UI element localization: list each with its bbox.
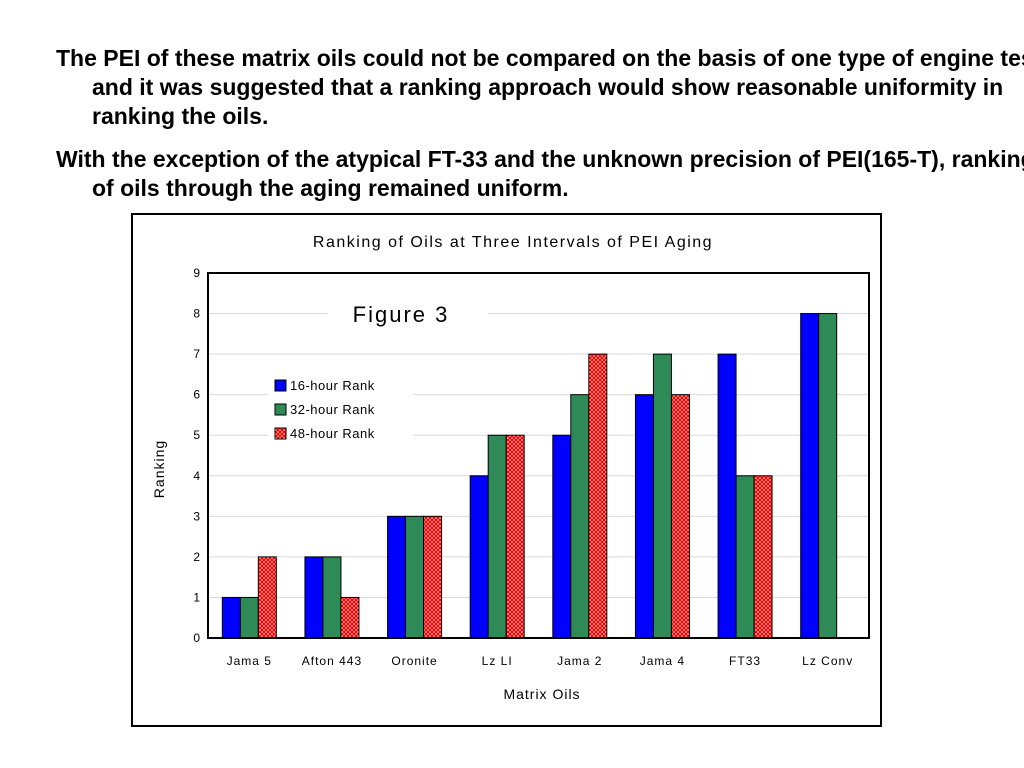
x-tick-label: Jama 2 — [557, 654, 602, 668]
legend-background — [268, 373, 413, 449]
legend-label: 32-hour Rank — [290, 402, 375, 417]
bar-48-hour-rank-ft33 — [753, 475, 773, 639]
y-tick-label: 2 — [193, 550, 200, 564]
bar-32-hour-rank-lz-conv — [818, 313, 838, 639]
y-tick-label: 6 — [193, 388, 200, 402]
y-tick-label: 3 — [193, 509, 200, 523]
bar-16-hour-rank-jama-5 — [221, 596, 241, 639]
y-tick-label: 9 — [193, 266, 200, 280]
plot-area-border — [207, 272, 870, 639]
y-tick-label: 4 — [193, 469, 200, 483]
x-tick-label: Lz Conv — [802, 654, 853, 668]
y-tick-label: 5 — [193, 428, 200, 442]
bar-16-hour-rank-lz-li — [469, 475, 489, 639]
chart-svg: Ranking of Oils at Three Intervals of PE… — [151, 234, 870, 702]
bar-48-hour-rank-jama-2 — [588, 353, 608, 639]
legend-swatch — [274, 403, 287, 416]
axis-layer: 0 1 2 3 4 5 6 7 8 9 Jama 5 Afton 443 Oronite Lz LI Jam… — [193, 266, 870, 668]
bar-48-hour-rank-oronite — [423, 515, 443, 639]
bar-16-hour-rank-lz-conv — [800, 313, 820, 639]
legend-swatch — [274, 379, 287, 392]
bar-48-hour-rank-jama-4 — [670, 394, 690, 639]
bar-48-hour-rank-lz-li — [505, 434, 525, 639]
bar-32-hour-rank-jama-4 — [652, 353, 672, 639]
bar-16-hour-rank-jama-4 — [634, 394, 654, 639]
legend-label: 16-hour Rank — [290, 378, 375, 393]
bar-32-hour-rank-afton-443 — [322, 556, 342, 639]
legend-swatch — [274, 427, 287, 440]
y-tick-label: 0 — [193, 631, 200, 645]
bar-48-hour-rank-jama-5 — [257, 556, 277, 639]
bar-16-hour-rank-afton-443 — [304, 556, 324, 639]
x-axis-title: Matrix Oils — [503, 686, 580, 702]
paragraph-1: The PEI of these matrix oils could not b… — [56, 45, 1024, 129]
x-tick-label: FT33 — [729, 654, 761, 668]
bar-16-hour-rank-jama-2 — [552, 434, 572, 639]
x-tick-label: Jama 4 — [640, 654, 685, 668]
bar-32-hour-rank-jama-5 — [239, 596, 259, 639]
figure-label: Figure 3 — [328, 297, 488, 329]
paragraph-2: With the exception of the atypical FT-33… — [56, 146, 1024, 201]
y-tick-label: 8 — [193, 307, 200, 321]
figure-annotation: Figure 3 — [353, 302, 450, 327]
bar-48-hour-rank-afton-443 — [340, 596, 360, 639]
bar-16-hour-rank-oronite — [387, 515, 407, 639]
chart-title: Ranking of Oils at Three Intervals of PE… — [313, 234, 713, 251]
bar-32-hour-rank-oronite — [405, 515, 425, 639]
x-tick-label: Oronite — [391, 654, 437, 668]
x-tick-label: Lz LI — [482, 654, 513, 668]
bar-32-hour-rank-ft33 — [735, 475, 755, 639]
bar-32-hour-rank-jama-2 — [570, 394, 590, 639]
legend-label: 48-hour Rank — [290, 426, 375, 441]
chart-frame: Ranking of Oils at Three Intervals of PE… — [131, 213, 882, 727]
y-tick-label: 1 — [193, 590, 200, 604]
bar-16-hour-rank-ft33 — [717, 353, 737, 639]
legend: 16-hour Rank 32-hour Rank 48-hour Rank — [268, 373, 413, 449]
bar-32-hour-rank-lz-li — [487, 434, 507, 639]
x-tick-label: Jama 5 — [227, 654, 272, 668]
x-tick-label: Afton 443 — [302, 654, 362, 668]
y-axis-title: Ranking — [151, 440, 167, 498]
y-tick-label: 7 — [193, 347, 200, 361]
